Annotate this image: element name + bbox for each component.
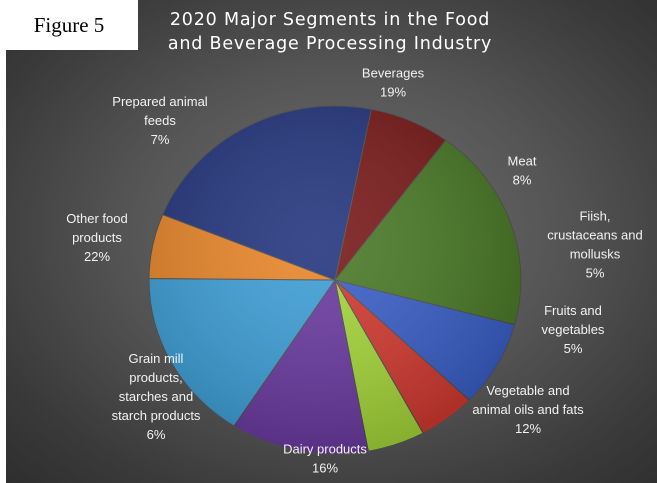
slice-label-grain-mill-products-starches-and-starch-products: Grain mill products, starches and starch pr… (112, 351, 201, 442)
slice-label-fruits-and-vegetables: Fruits and vegetables 5% (542, 303, 605, 356)
slice-label-prepared-animal-feeds: Prepared animal feeds 7% (112, 94, 207, 147)
slice-label-vegetable-and-animal-oils-and-fats: Vegetable and animal oils and fats 12% (472, 383, 584, 436)
slice-label-dairy-products: Dairy products 16% (283, 442, 367, 476)
chart-title-line-1: 2020 Major Segments in the Food (169, 10, 491, 30)
chart-title: 2020 Major Segments in the Food and Beve… (140, 8, 520, 56)
figure-label: Figure 5 (0, 0, 138, 50)
slice-label-fiish-crustaceans-and-mollusks: Fiish, crustaceans and mollusks 5% (547, 209, 642, 281)
pie-shading (149, 106, 521, 454)
slice-label-beverages: Beverages 19% (362, 66, 425, 100)
slice-label-meat: Meat 8% (508, 154, 537, 188)
slice-label-other-food-products: Other food products 22% (66, 211, 127, 264)
chart-title-line-2: and Beverage Processing Industry (167, 34, 493, 54)
